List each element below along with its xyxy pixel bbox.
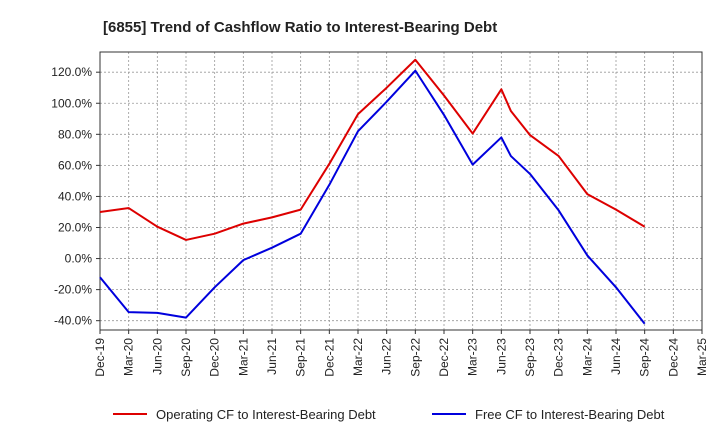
x-tick-label: Jun-23 <box>494 338 508 375</box>
x-axis: Dec-19 Mar-20 Jun-20 Sep-20 Dec-20 Mar-21 Jun-… <box>93 330 709 377</box>
y-tick-label: 40.0% <box>58 189 92 203</box>
x-tick-label: Dec-19 <box>93 338 107 377</box>
x-tick-label: Sep-24 <box>638 338 652 377</box>
legend-label-free-cf: Free CF to Interest-Bearing Debt <box>475 407 665 422</box>
y-tick-label: -40.0% <box>54 314 92 328</box>
x-tick-label: Jun-21 <box>265 338 279 375</box>
x-tick-label: Dec-23 <box>552 338 566 377</box>
x-tick-label: Dec-20 <box>208 338 222 377</box>
x-tick-label: Sep-21 <box>294 338 308 377</box>
series-lines <box>99 58 646 325</box>
x-tick-label: Dec-24 <box>666 338 680 377</box>
x-tick-label: Mar-23 <box>466 338 480 376</box>
series-line-free-cf <box>99 69 646 325</box>
y-tick-label: 120.0% <box>51 65 92 79</box>
y-axis: -40.0% -20.0% 0.0% 20.0% 40.0% 60.0% 80.0% 100.… <box>51 65 100 328</box>
y-tick-label: -20.0% <box>54 283 92 297</box>
x-tick-label: Mar-20 <box>122 338 136 376</box>
x-tick-label: Mar-24 <box>580 338 594 376</box>
x-tick-label: Sep-23 <box>523 338 537 377</box>
series-line-operating-cf <box>99 58 646 241</box>
y-tick-label: 60.0% <box>58 158 92 172</box>
y-tick-label: 80.0% <box>58 127 92 141</box>
x-tick-label: Jun-24 <box>609 338 623 375</box>
x-tick-label: Dec-22 <box>437 338 451 377</box>
x-tick-label: Mar-22 <box>351 338 365 376</box>
x-tick-label: Sep-22 <box>408 338 422 377</box>
y-tick-label: 0.0% <box>65 252 93 266</box>
gridlines <box>100 52 702 330</box>
y-tick-label: 20.0% <box>58 220 92 234</box>
plot-frame <box>99 51 703 331</box>
x-tick-label: Jun-20 <box>150 338 164 375</box>
x-tick-label: Mar-25 <box>695 338 709 376</box>
x-tick-label: Jun-22 <box>380 338 394 375</box>
legend-label-operating-cf: Operating CF to Interest-Bearing Debt <box>156 407 376 422</box>
y-tick-label: 100.0% <box>51 96 92 110</box>
x-tick-label: Dec-21 <box>322 338 336 377</box>
chart-title: [6855] Trend of Cashflow Ratio to Intere… <box>103 19 497 36</box>
x-tick-label: Mar-21 <box>236 338 250 376</box>
x-tick-label: Sep-20 <box>179 338 193 377</box>
legend: Operating CF to Interest-Bearing Debt Fr… <box>113 407 665 422</box>
